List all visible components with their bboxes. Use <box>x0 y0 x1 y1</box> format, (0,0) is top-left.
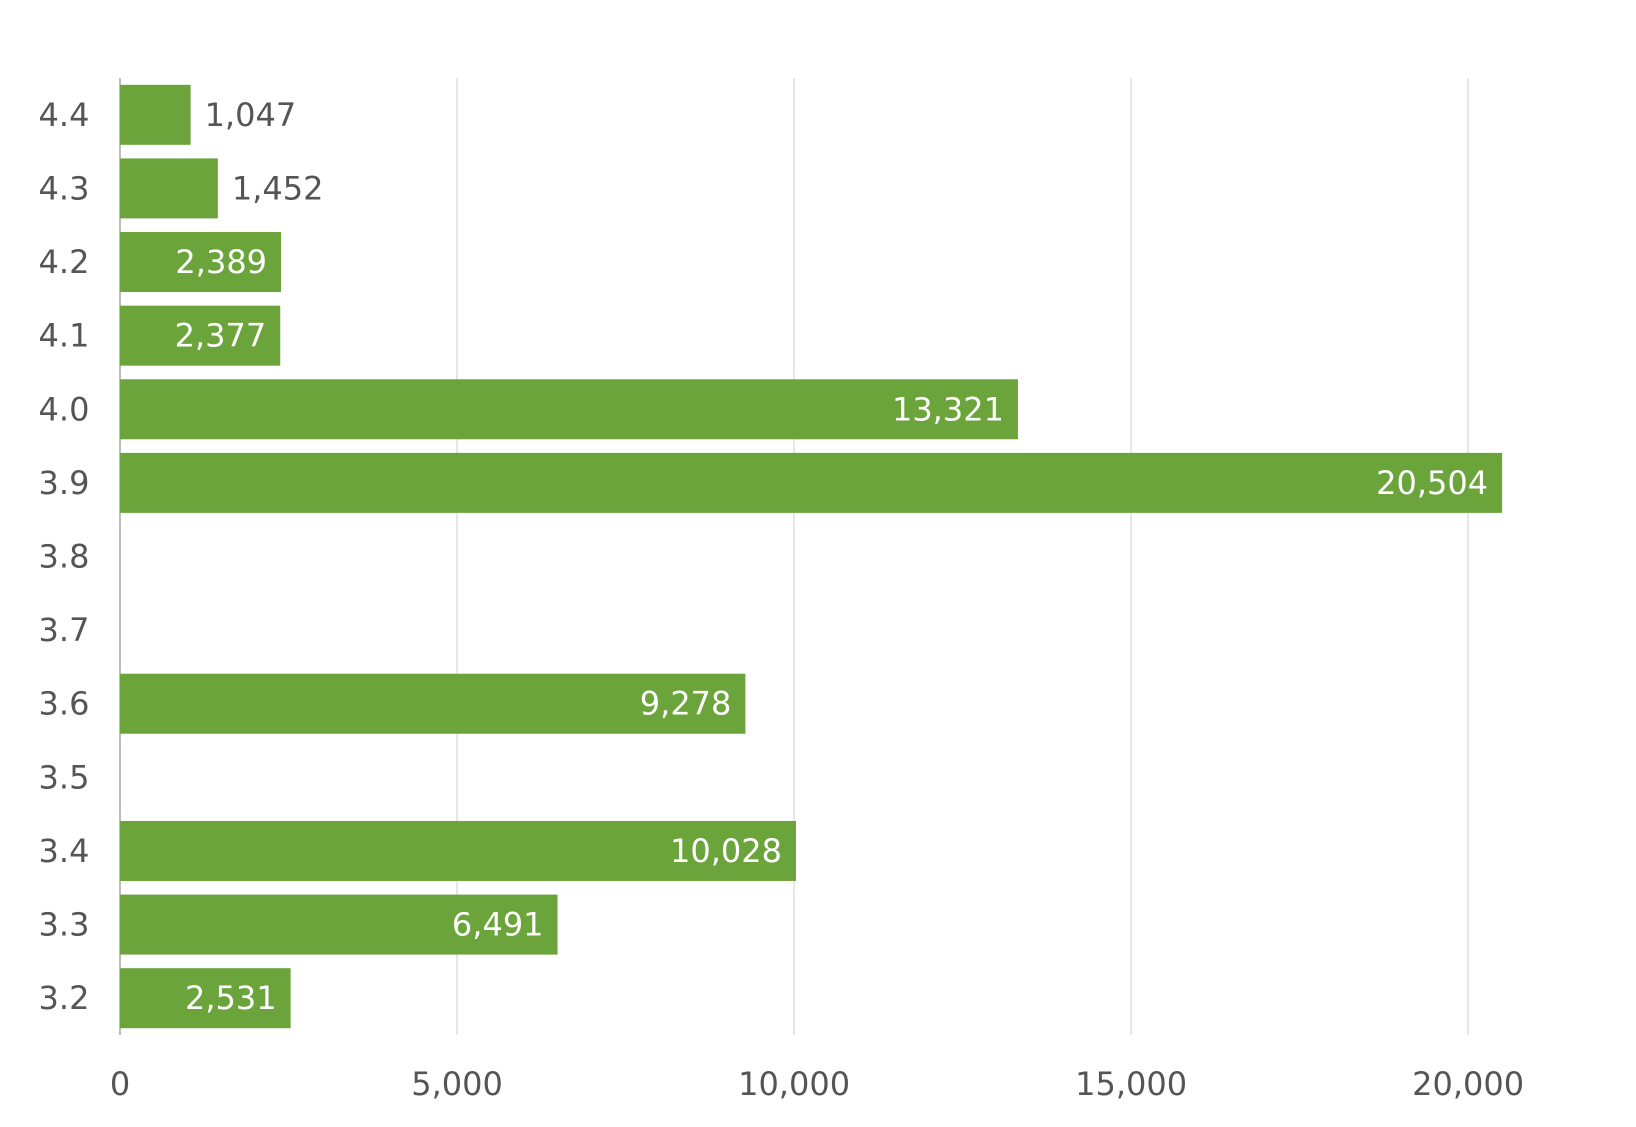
bar <box>120 820 796 881</box>
bar <box>120 968 291 1029</box>
category-label: 3.5 <box>39 758 90 796</box>
bar <box>120 452 1503 513</box>
category-label: 3.9 <box>39 464 90 502</box>
bar <box>120 305 281 366</box>
category-label: 4.3 <box>39 169 90 207</box>
category-label: 4.2 <box>39 243 90 281</box>
data-label: 10,028 <box>670 832 782 870</box>
category-label: 3.7 <box>39 611 90 649</box>
data-label: 13,321 <box>892 390 1004 428</box>
data-label: 2,531 <box>185 979 277 1017</box>
data-label: 6,491 <box>452 906 544 944</box>
category-label: 3.3 <box>39 906 90 944</box>
bar <box>120 379 1018 440</box>
data-label: 9,278 <box>640 685 732 723</box>
bar <box>120 84 191 145</box>
bar <box>120 894 558 955</box>
data-label: 2,377 <box>175 317 267 355</box>
category-label: 3.2 <box>39 979 90 1017</box>
bar <box>120 158 218 219</box>
data-label: 2,389 <box>175 243 267 281</box>
category-label: 4.0 <box>39 390 90 428</box>
category-label: 3.6 <box>39 685 90 723</box>
category-label: 3.8 <box>39 538 90 576</box>
bar <box>120 673 746 734</box>
data-label: 20,504 <box>1376 464 1488 502</box>
x-tick-label: 20,000 <box>1412 1065 1524 1103</box>
category-label: 4.4 <box>39 96 90 134</box>
x-tick-label: 10,000 <box>738 1065 850 1103</box>
x-tick-label: 0 <box>110 1065 130 1103</box>
bar <box>120 232 282 293</box>
category-label: 3.4 <box>39 832 90 870</box>
x-tick-label: 5,000 <box>411 1065 503 1103</box>
data-label: 1,452 <box>232 169 324 207</box>
data-label: 1,047 <box>205 96 297 134</box>
x-tick-label: 15,000 <box>1075 1065 1187 1103</box>
category-label: 4.1 <box>39 317 90 355</box>
